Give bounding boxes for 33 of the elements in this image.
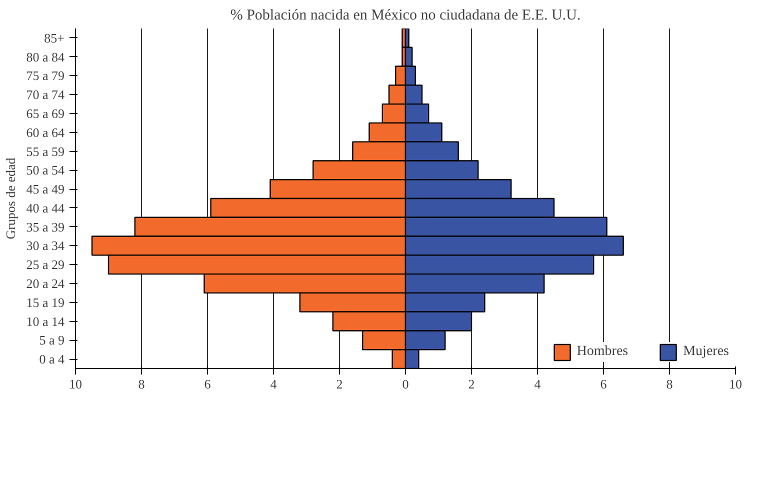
y-axis-title: Grupos de edad	[3, 157, 18, 240]
y-tick-label: 40 a 44	[26, 200, 65, 216]
x-tick-label: 2	[468, 376, 475, 392]
legend-label: Hombres	[576, 344, 628, 360]
y-tick-label: 5 a 9	[39, 332, 65, 348]
chart-title: % Población nacida en México no ciudadana de E.E. U.U.	[230, 8, 581, 24]
y-tick-label: 35 a 39	[26, 219, 65, 234]
x-tick-label: 8	[666, 376, 673, 392]
legend-label: Mujeres	[683, 344, 729, 360]
y-tick-label: 65 a 69	[26, 106, 65, 121]
y-tick-label: 75 a 79	[26, 68, 65, 84]
y-tick-label: 0 a 4	[39, 352, 65, 367]
y-tick-label: 15 a 19	[26, 294, 65, 310]
y-tick-label: 25 a 29	[26, 257, 65, 272]
y-tick-label: 50 a 54	[26, 162, 65, 178]
x-tick-label: 2	[336, 376, 343, 392]
x-tick-label: 4	[270, 376, 278, 392]
y-tick-label: 45 a 49	[26, 182, 65, 197]
x-tick-label: 8	[138, 376, 145, 392]
y-tick-label: 60 a 64	[26, 124, 65, 140]
x-tick-label: 6	[600, 376, 608, 392]
x-tick-label: 0	[402, 376, 409, 392]
y-tick-label: 20 a 24	[26, 276, 65, 291]
x-tick-label: 4	[534, 376, 542, 392]
y-tick-label: 80 a 84	[26, 49, 65, 64]
x-tick-label: 10	[69, 376, 82, 392]
y-tick-label: 30 a 34	[26, 238, 65, 254]
x-tick-label: 6	[204, 376, 212, 392]
y-tick-label: 10 a 14	[26, 314, 65, 329]
x-tick-label: 10	[729, 376, 742, 392]
y-tick-label: 85+	[44, 30, 65, 46]
y-tick-label: 70 a 74	[26, 87, 65, 102]
y-tick-label: 55 a 59	[26, 144, 65, 159]
